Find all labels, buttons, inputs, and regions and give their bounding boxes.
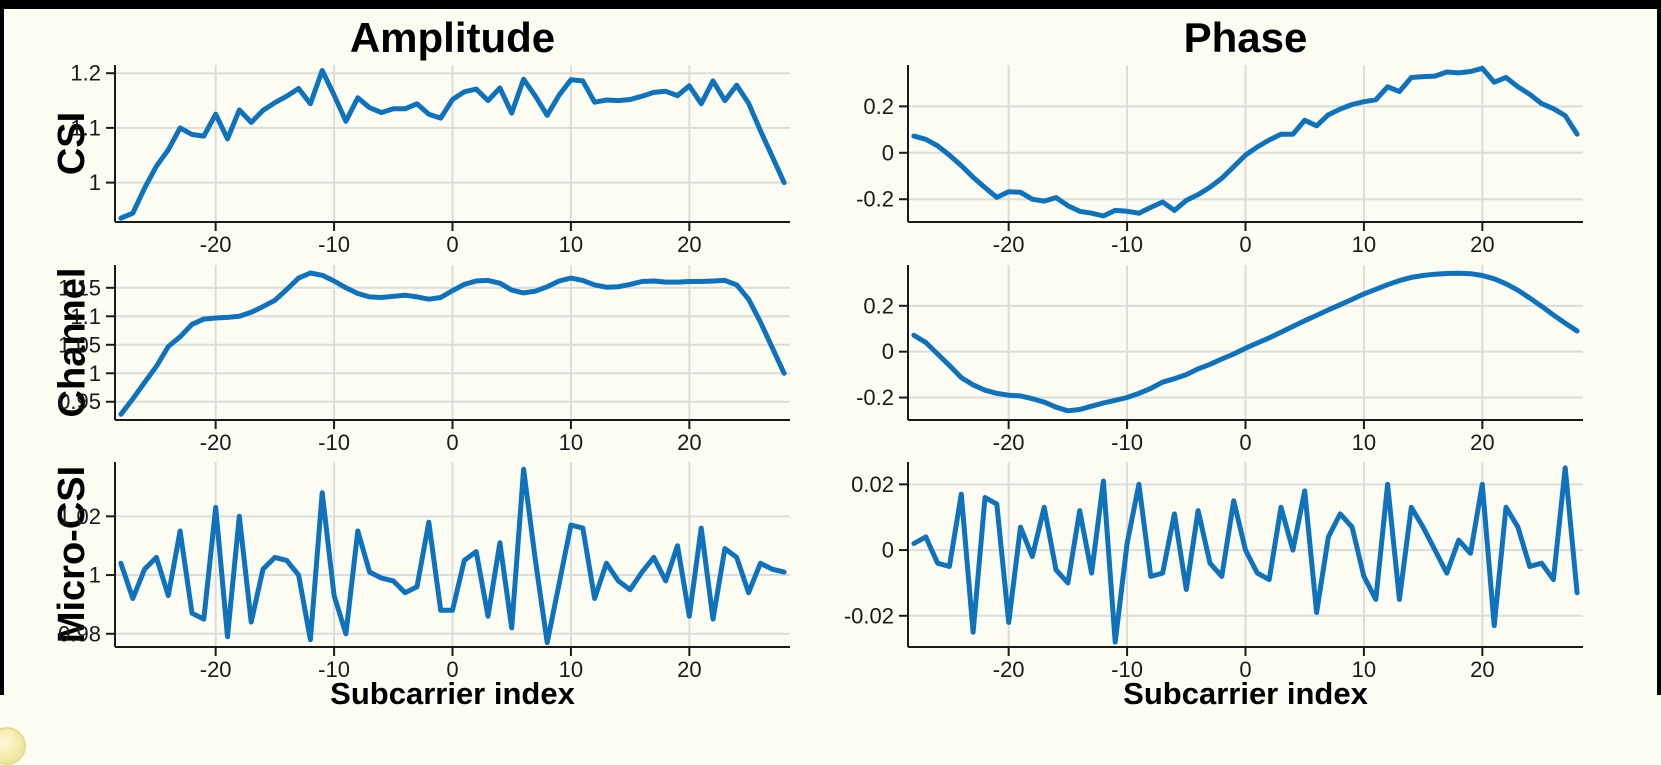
y-tick-label: 1.2 <box>70 61 101 86</box>
x-tick-label: -10 <box>318 232 350 257</box>
corner-dot <box>0 727 26 765</box>
plot-channel-phase: -0.2 0 0.2 -20 -10 0 10 20 <box>856 265 1583 455</box>
y-tick-label: 0.02 <box>851 472 894 497</box>
plot-micro-csi-amplitude: 0.98 1 1.02 -20 -10 0 10 20 <box>58 462 790 682</box>
plot-channel-amplitude: 0.95 1 1.05 1.1 1.15 -20 -10 0 10 20 <box>58 265 790 455</box>
x-tick-label: 20 <box>677 430 701 455</box>
x-tick-label: 10 <box>1352 232 1376 257</box>
x-tick-label: -20 <box>993 657 1025 682</box>
y-tick-label: 1.02 <box>58 504 101 529</box>
x-tick-label: -10 <box>1111 430 1143 455</box>
x-tick-label: 10 <box>1352 657 1376 682</box>
micro-csi-phase-line <box>911 465 1580 645</box>
x-tick-label: 0 <box>446 657 458 682</box>
x-tick-label: -20 <box>200 232 232 257</box>
plot-csi-amplitude: 1 1.1 1.2 -20 -10 0 10 20 <box>70 61 790 257</box>
x-tick-label: -20 <box>993 430 1025 455</box>
plot-micro-csi-phase: -0.02 0 0.02 -20 -10 0 10 20 <box>844 462 1583 682</box>
x-tick-label: 0 <box>446 430 458 455</box>
y-tick-label: -0.02 <box>844 603 894 628</box>
x-tick-label: 0 <box>1239 232 1251 257</box>
column-title-phase: Phase <box>1183 14 1308 61</box>
x-tick-label: -20 <box>993 232 1025 257</box>
channel-phase-line <box>911 270 1580 414</box>
y-tick-label: 1 <box>89 361 101 386</box>
x-tick-label: -20 <box>200 430 232 455</box>
y-tick-label: 1 <box>89 563 101 588</box>
x-tick-label: 20 <box>1470 657 1494 682</box>
x-tick-label: -10 <box>318 657 350 682</box>
y-tick-label: 0.2 <box>863 293 894 318</box>
plot-csi-phase: -0.2 0 0.2 -20 -10 0 10 20 <box>856 65 1583 257</box>
x-tick-label: 10 <box>559 430 583 455</box>
x-tick-label: -20 <box>200 657 232 682</box>
x-tick-label: 20 <box>677 232 701 257</box>
x-tick-label: 10 <box>559 232 583 257</box>
y-tick-label: 1 <box>89 170 101 195</box>
micro-csi-amplitude-line <box>118 466 787 646</box>
x-tick-label: -10 <box>318 430 350 455</box>
y-tick-label: 0 <box>882 339 894 364</box>
x-tick-label: 10 <box>559 657 583 682</box>
csi-amplitude-line <box>118 68 787 221</box>
y-tick-label: -0.2 <box>856 385 894 410</box>
y-tick-label: 0.2 <box>863 94 894 119</box>
x-axis-label-right: Subcarrier index <box>1123 676 1368 711</box>
x-tick-label: -10 <box>1111 657 1143 682</box>
x-tick-label: 0 <box>1239 657 1251 682</box>
x-tick-label: -10 <box>1111 232 1143 257</box>
y-tick-label: 0.98 <box>58 621 101 646</box>
y-tick-label: 1.15 <box>58 275 101 300</box>
x-tick-label: 20 <box>677 657 701 682</box>
csi-phase-line <box>911 65 1580 219</box>
x-axis-label-left: Subcarrier index <box>330 676 575 711</box>
window-top-border <box>0 0 1661 9</box>
window-right-border <box>1657 0 1661 695</box>
x-tick-label: 0 <box>1239 430 1251 455</box>
channel-amplitude-line <box>118 270 787 417</box>
column-title-amplitude: Amplitude <box>349 14 556 61</box>
y-tick-label: 1.1 <box>70 304 101 329</box>
y-tick-label: 0 <box>882 538 894 563</box>
x-tick-label: 10 <box>1352 430 1376 455</box>
window-left-border <box>0 0 4 695</box>
x-tick-label: 20 <box>1470 430 1494 455</box>
x-tick-label: 0 <box>446 232 458 257</box>
y-tick-label: 0 <box>882 140 894 165</box>
x-tick-label: 20 <box>1470 232 1494 257</box>
y-tick-label: 1.05 <box>58 332 101 357</box>
y-tick-label: 0.95 <box>58 389 101 414</box>
y-tick-label: 1.1 <box>70 115 101 140</box>
y-tick-label: -0.2 <box>856 187 894 212</box>
